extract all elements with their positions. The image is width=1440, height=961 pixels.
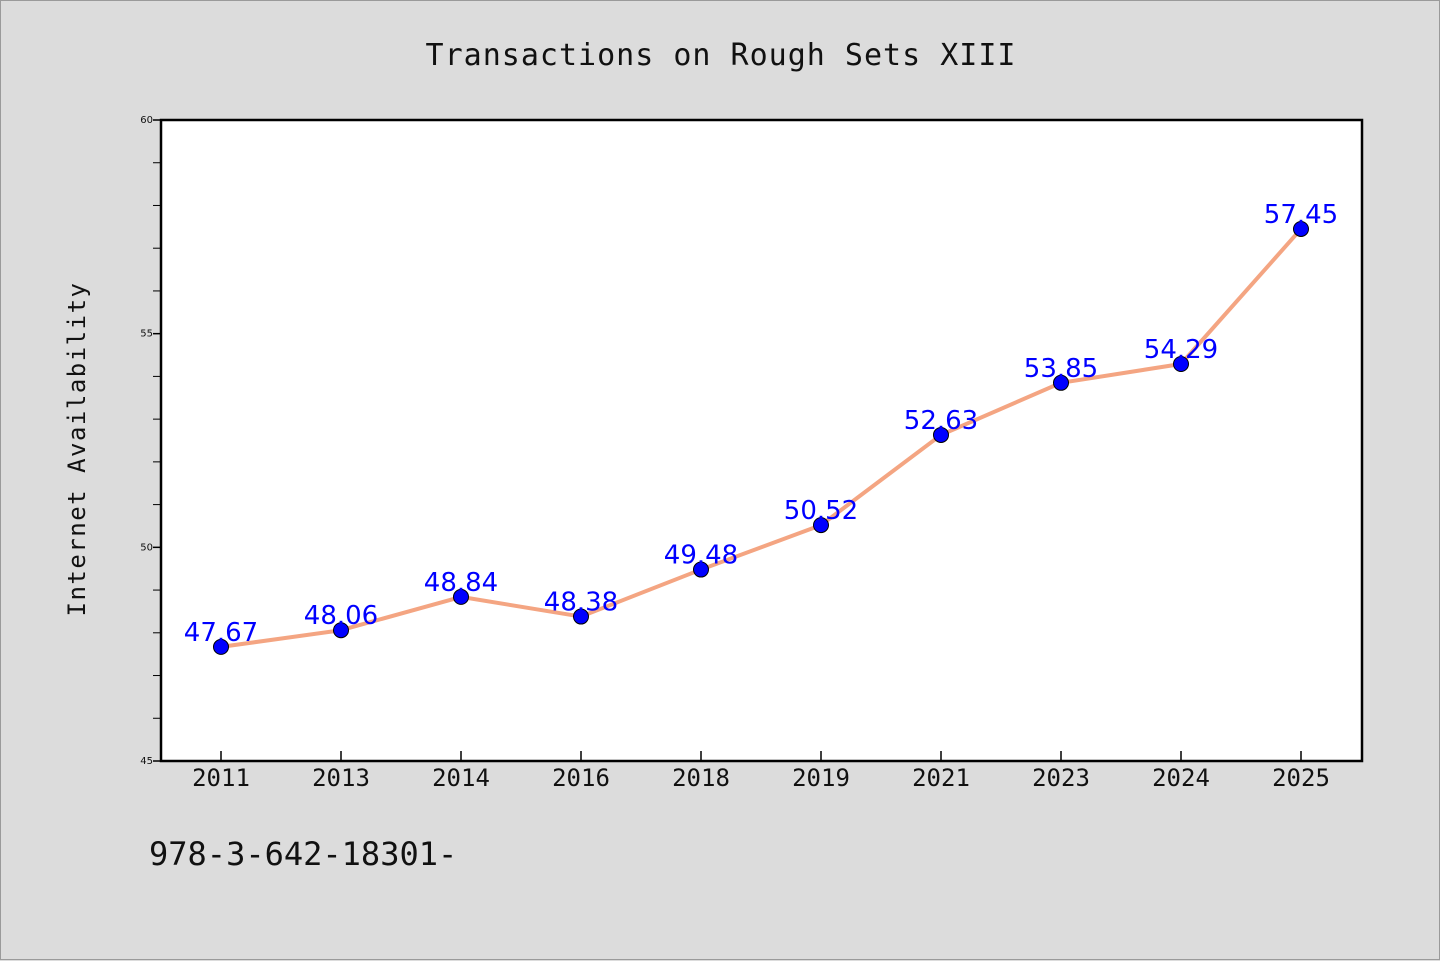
x-axis: 2011 2013 2014 2016 2018 2019 2021 2023 2024 2025 (192, 751, 1330, 792)
series-line (219, 226, 1303, 649)
data-label: 52.63 (904, 406, 978, 436)
footer-code: 978-3-642-18301- (149, 835, 457, 873)
series-internet-availability (213, 220, 1309, 655)
data-label: 48.06 (304, 601, 378, 631)
x-tick-label: 2019 (792, 764, 850, 792)
data-point (213, 638, 229, 655)
data-point (333, 622, 349, 639)
data-labels: 47.67 48.06 48.84 48.38 49.48 50.52 52.63 53.85… (184, 200, 1338, 648)
x-tick-label: 2018 (672, 764, 730, 792)
x-tick-label: 2013 (312, 764, 370, 792)
data-point (1293, 220, 1309, 237)
x-tick-label: 2011 (192, 764, 250, 792)
plot-area (161, 120, 1362, 761)
x-tick-label: 2014 (432, 764, 490, 792)
data-label: 54.29 (1144, 335, 1218, 365)
data-point (933, 426, 949, 443)
x-tick-label: 2024 (1152, 764, 1210, 792)
y-axis: 45 50 55 60 (140, 115, 161, 767)
x-tick-label: 2025 (1272, 764, 1330, 792)
data-point (453, 588, 469, 605)
y-tick-label: 45 (140, 756, 153, 767)
chart-title: Transactions on Rough Sets XIII (426, 38, 1017, 73)
plot-frame (159, 118, 1364, 763)
data-label: 48.38 (544, 588, 618, 618)
y-axis-label: Internet Availability (63, 282, 91, 617)
data-point (573, 608, 589, 625)
y-tick-label: 55 (140, 329, 153, 340)
data-point (813, 517, 829, 534)
data-label: 49.48 (664, 541, 738, 571)
y-tick-label: 60 (140, 115, 153, 126)
data-label: 57.45 (1264, 200, 1338, 230)
data-label: 47.67 (184, 618, 258, 648)
data-label: 50.52 (784, 496, 858, 526)
x-tick-label: 2021 (912, 764, 970, 792)
y-tick-label: 50 (140, 542, 153, 553)
x-tick-label: 2023 (1032, 764, 1090, 792)
data-point (693, 561, 709, 578)
data-label: 53.85 (1024, 354, 1098, 384)
data-label: 48.84 (424, 568, 498, 598)
x-tick-label: 2016 (552, 764, 610, 792)
data-point (1173, 356, 1189, 373)
data-point (1053, 374, 1069, 391)
